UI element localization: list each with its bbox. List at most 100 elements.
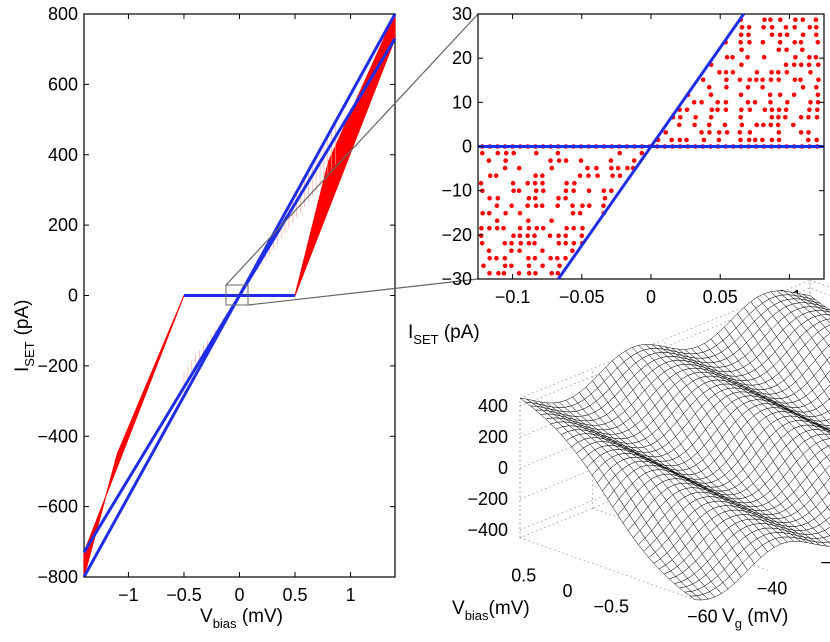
main-y-tick-label: 200 xyxy=(48,215,78,235)
inset-data-point xyxy=(783,107,789,113)
inset-data-point xyxy=(760,77,765,83)
surface-z-tick-label: 200 xyxy=(478,427,508,447)
zoom-connector-top xyxy=(225,13,479,286)
surface-y-tick-label: −60 xyxy=(687,607,718,627)
inset-data-point xyxy=(586,188,592,193)
inset-y-tick-label: 10 xyxy=(452,92,472,112)
inset-data-point xyxy=(639,150,645,156)
inset-data-point xyxy=(677,137,683,143)
inset-data-point xyxy=(526,271,532,276)
inset-data-point xyxy=(800,85,806,90)
inset-data-point xyxy=(517,210,523,216)
inset-data-point xyxy=(570,210,576,216)
inset-data-point xyxy=(563,255,568,261)
inset-data-point xyxy=(776,77,782,83)
inset-data-point xyxy=(669,137,674,143)
inset-data-point xyxy=(595,173,600,178)
main-y-tick-label: 400 xyxy=(48,145,78,165)
inset-data-point xyxy=(532,255,538,261)
inset-data-point xyxy=(791,62,797,68)
inset-data-point xyxy=(540,248,545,253)
inset-data-point xyxy=(792,25,797,30)
inset-data-point xyxy=(800,17,806,23)
inset-y-tick-label: 30 xyxy=(452,4,472,24)
inset-data-point xyxy=(723,107,729,113)
main-y-tick-label: 800 xyxy=(48,4,78,24)
inset-data-point xyxy=(678,115,683,120)
inset-data-point xyxy=(518,240,524,246)
inset-data-point xyxy=(739,122,745,128)
inset-data-point xyxy=(602,195,608,201)
inset-data-point xyxy=(730,70,736,75)
inset-data-point xyxy=(747,40,752,45)
inset-data-point xyxy=(564,180,569,186)
inset-data-point xyxy=(754,70,760,75)
inset-data-point xyxy=(691,100,697,105)
inset-data-point xyxy=(700,77,706,83)
inset-data-point xyxy=(739,62,744,68)
inset-data-point xyxy=(480,210,485,216)
inset-data-point xyxy=(541,188,546,193)
inset-data-point xyxy=(769,25,775,30)
inset-data-point xyxy=(601,203,606,208)
inset-data-point xyxy=(815,100,821,105)
inset-data-point xyxy=(738,137,743,143)
inset-data-point xyxy=(563,195,568,201)
inset-x-tick-label: −0.1 xyxy=(495,287,531,307)
inset-data-point xyxy=(813,32,819,38)
surface-x-tick-label: 0.5 xyxy=(511,565,536,585)
inset-data-point xyxy=(549,165,555,171)
inset-data-point xyxy=(792,40,797,45)
inset-data-point xyxy=(571,240,577,246)
inset-data-point xyxy=(747,107,753,113)
inset-data-point xyxy=(502,240,508,246)
surface-z-tick-label: 0 xyxy=(498,458,508,478)
inset-data-point xyxy=(692,122,697,128)
inset-data-point xyxy=(587,203,592,208)
inset-data-point xyxy=(563,240,568,246)
inset-data-point xyxy=(752,100,758,105)
inset-data-point xyxy=(785,100,790,105)
inset-data-point xyxy=(534,225,540,231)
inset-data-point xyxy=(663,130,668,135)
inset-data-point xyxy=(526,255,531,261)
inset-y-tick-label: −10 xyxy=(441,181,472,201)
inset-data-point xyxy=(814,115,820,120)
inset-data-point xyxy=(791,122,796,128)
zoom-connector-bottom xyxy=(247,278,479,306)
inset-data-point xyxy=(594,165,599,171)
inset-data-point xyxy=(783,62,789,68)
inset-data-point xyxy=(769,107,775,113)
inset-data-point xyxy=(807,55,812,60)
main-x-tick-label: −1 xyxy=(118,585,139,605)
inset-data-point xyxy=(503,150,509,156)
inset-data-point xyxy=(761,25,766,30)
zoom-indicator xyxy=(225,13,479,306)
main-y-tick-label: 600 xyxy=(48,74,78,94)
inset-data-point xyxy=(814,137,819,143)
inset-data-point xyxy=(580,203,585,208)
inset-data-point xyxy=(723,70,729,75)
inset-data-point xyxy=(549,271,554,276)
inset-data-point xyxy=(501,225,506,231)
surface-y-tick-label: −40 xyxy=(757,578,788,598)
inset-data-point xyxy=(617,173,623,178)
inset-data-point xyxy=(548,158,553,163)
inset-data-point xyxy=(578,158,584,163)
inset-data-point xyxy=(533,195,538,201)
inset-data-point xyxy=(717,70,722,75)
inset-data-point xyxy=(778,17,783,23)
inset-data-point xyxy=(723,100,729,105)
surface-mesh xyxy=(519,290,830,601)
inset-data-point xyxy=(486,158,492,163)
inset-data-point xyxy=(724,85,729,90)
inset-data-point xyxy=(813,55,819,60)
inset-data-point xyxy=(783,115,788,120)
inset-data-point xyxy=(533,203,539,208)
inset-data-point xyxy=(579,233,585,238)
inset-data-point xyxy=(525,233,530,238)
inset-data-point xyxy=(767,92,773,98)
surface-mesh-cell xyxy=(827,504,830,512)
